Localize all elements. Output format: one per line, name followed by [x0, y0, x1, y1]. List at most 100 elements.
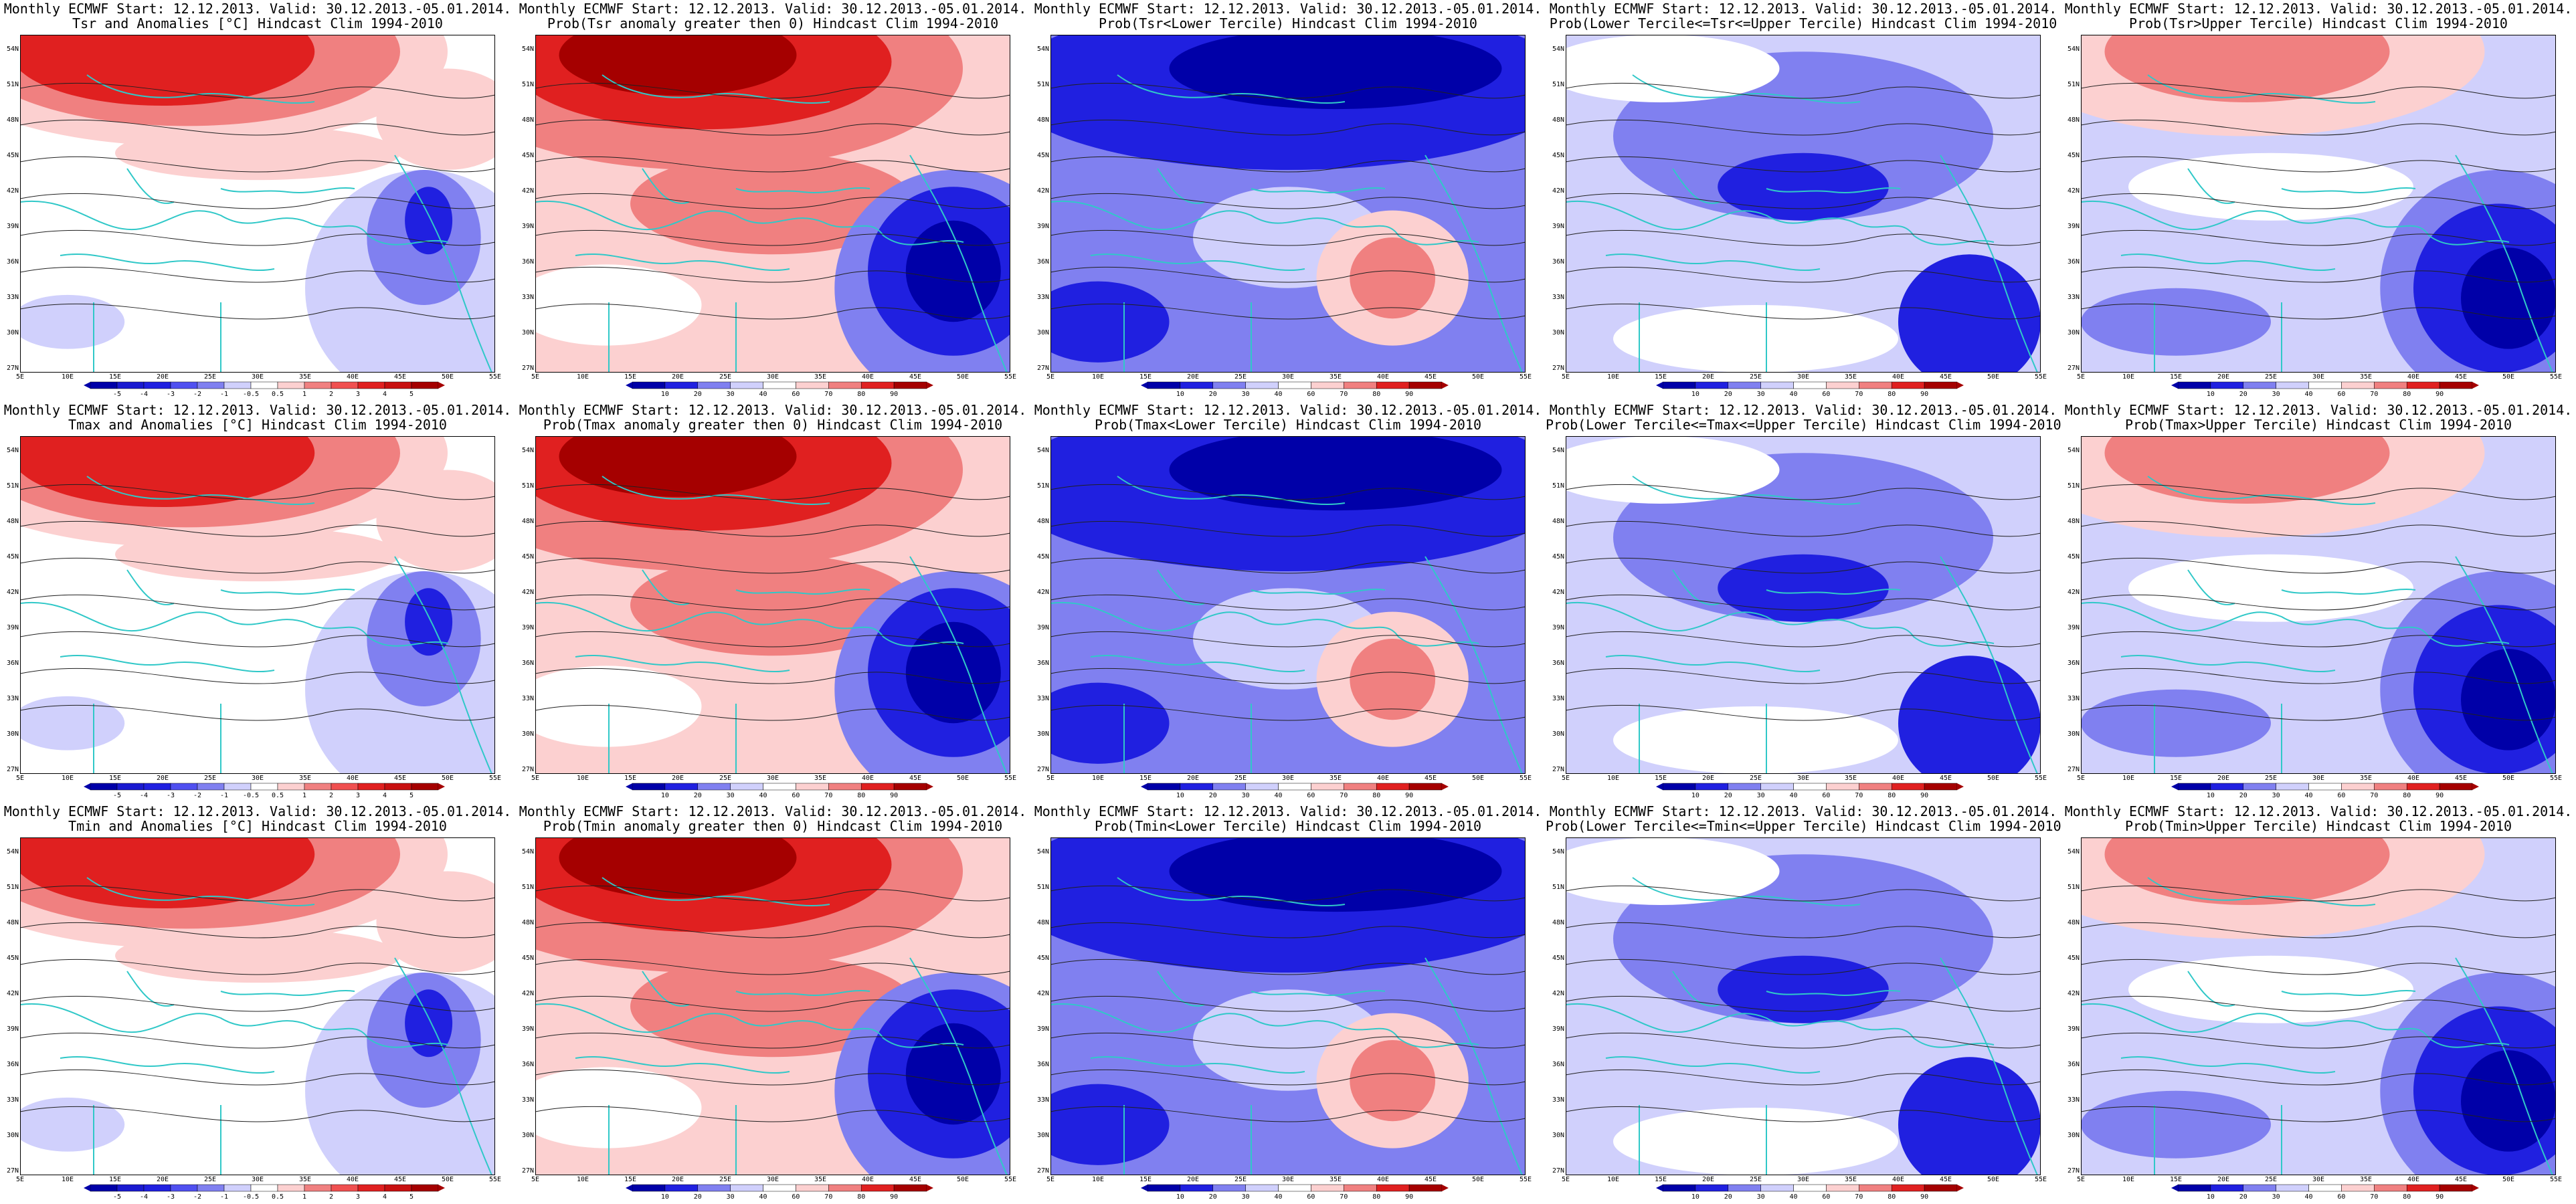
contour-line — [1566, 119, 2041, 136]
coastline — [1050, 200, 1479, 245]
lat-label: 33N — [1036, 695, 1049, 702]
lon-label: 15E — [2169, 775, 2183, 782]
shaded-region — [1898, 1057, 2041, 1175]
lat-label: 36N — [1552, 660, 1564, 667]
color-bar-label: 10 — [660, 1193, 669, 1201]
lon-label: 5E — [15, 775, 25, 782]
shaded-region — [20, 294, 125, 349]
lat-label: 51N — [1036, 81, 1049, 88]
color-bar-label: 1 — [302, 792, 307, 799]
lat-label: 36N — [521, 1061, 534, 1068]
lat-label: 27N — [521, 1167, 534, 1175]
color-bar-segment — [1180, 1184, 1214, 1192]
lat-label: 48N — [2067, 518, 2080, 525]
lon-label: 20E — [671, 1176, 684, 1183]
lat-label: 42N — [521, 187, 534, 195]
shaded-region — [1350, 237, 1436, 319]
lon-label: 15E — [1139, 775, 1152, 782]
coastline — [909, 556, 1008, 774]
lon-label: 40E — [346, 373, 359, 381]
shaded-region — [2081, 1090, 2271, 1159]
color-bar-label: 30 — [1241, 391, 1250, 398]
color-bar-label: -0.5 — [242, 1193, 260, 1201]
color-bar-arrow-right — [438, 1185, 445, 1191]
color-bar-segment — [664, 1184, 699, 1192]
coastline — [909, 155, 1008, 373]
color-bar-segment — [116, 783, 145, 791]
contour-line — [535, 995, 1010, 1012]
color-bar-segment — [1245, 1184, 1279, 1192]
lon-label: 25E — [203, 373, 217, 381]
shaded-region — [1898, 254, 2041, 373]
lat-label: 30N — [6, 730, 19, 738]
color-bar — [84, 783, 445, 791]
color-bar-label: 70 — [1340, 391, 1348, 398]
color-bar-segment — [632, 1184, 666, 1192]
color-bar-label: 2 — [329, 391, 334, 398]
color-bar-segment — [1793, 381, 1827, 389]
map-panel: Monthly ECMWF Start: 12.12.2013. Valid: … — [1030, 803, 1546, 1204]
lon-label: 35E — [1329, 1176, 1342, 1183]
lat-label: 54N — [521, 848, 534, 856]
lon-label: 15E — [2169, 1176, 2183, 1183]
color-bar-arrow-right — [927, 783, 933, 790]
lat-label: 36N — [521, 660, 534, 667]
lon-label: 15E — [108, 1176, 122, 1183]
color-bar-segment — [384, 1184, 412, 1192]
lat-label: 33N — [1552, 695, 1564, 702]
lat-label: 30N — [1552, 329, 1564, 336]
shaded-region — [20, 837, 315, 909]
map-frame — [535, 436, 1010, 774]
lon-label: 15E — [1654, 373, 1667, 381]
contour-line — [1050, 229, 1526, 246]
lat-label: 27N — [2067, 1167, 2080, 1175]
color-bar-label: 90 — [1920, 1193, 1929, 1201]
coastline — [220, 990, 355, 996]
panel-title-line-1: Monthly ECMWF Start: 12.12.2013. Valid: … — [3, 803, 512, 819]
coastline — [1424, 957, 1523, 1175]
lon-label: 20E — [1186, 1176, 1200, 1183]
coastline — [1605, 1056, 1821, 1074]
contour-line — [1050, 520, 1526, 537]
shaded-region — [1350, 639, 1436, 720]
lon-label: 20E — [671, 775, 684, 782]
contour-line — [1566, 594, 2041, 611]
color-bar-segment — [411, 783, 439, 791]
shaded-region — [559, 35, 797, 96]
lat-label: 54N — [521, 45, 534, 53]
shaded-region — [1050, 682, 1170, 764]
color-bar-label: 2 — [329, 792, 334, 799]
lon-label: 40E — [1376, 1176, 1390, 1183]
map-frame — [535, 837, 1010, 1175]
color-bar-label: 0.5 — [271, 391, 284, 398]
color-bar-segment — [2276, 381, 2309, 389]
color-bar-segment — [1408, 783, 1443, 791]
lon-label: 25E — [1749, 373, 1762, 381]
shaded-region — [2104, 436, 2390, 504]
color-bar-label: 40 — [1274, 391, 1283, 398]
shaded-region — [2081, 689, 2271, 757]
contour-line — [535, 119, 1010, 136]
coastline — [1766, 187, 1901, 193]
lat-label: 45N — [521, 553, 534, 561]
lon-label: 15E — [1139, 1176, 1152, 1183]
contour-line — [1566, 995, 2041, 1012]
lon-label: 35E — [1844, 1176, 1857, 1183]
color-bar-label: 60 — [1822, 1193, 1831, 1201]
contour-line — [1566, 959, 2041, 975]
color-bar-arrow-right — [2472, 382, 2479, 389]
lat-label: 39N — [521, 223, 534, 230]
lon-label: 50E — [1471, 373, 1485, 381]
color-bar-segment — [2406, 783, 2440, 791]
lon-label: 5E — [531, 775, 540, 782]
color-bar-arrow-left — [1141, 1185, 1147, 1191]
panel-title-line-2: Tmin and Anomalies [°C] Hindcast Clim 19… — [68, 818, 447, 834]
color-bar-segment — [90, 1184, 118, 1192]
color-bar-arrow-right — [1442, 783, 1449, 790]
color-bar-segment — [304, 783, 332, 791]
color-bar-segment — [2243, 783, 2276, 791]
lat-label: 48N — [6, 116, 19, 124]
shaded-region — [2104, 837, 2390, 905]
lat-label: 54N — [1036, 447, 1049, 454]
lat-label: 48N — [1552, 116, 1564, 124]
